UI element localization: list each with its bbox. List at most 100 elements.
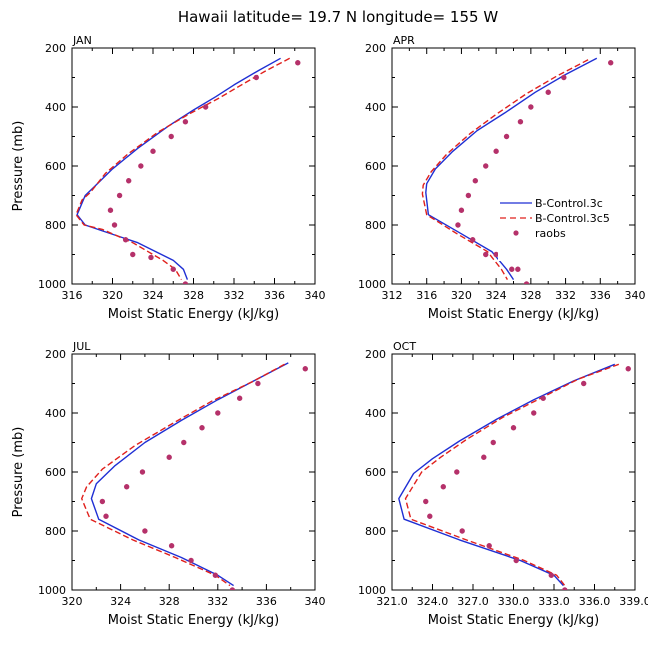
raobs-point-oct — [490, 439, 496, 446]
raobs-point-jul — [236, 395, 243, 401]
x-tick-label-jan: 328 — [183, 289, 204, 302]
panel-label-jul: JUL — [72, 340, 91, 353]
raobs-point-jan — [182, 281, 189, 284]
raobs-point-jul — [229, 587, 236, 590]
y-tick-label-apr: 800 — [365, 219, 386, 232]
legend-label-raobs: raobs — [535, 227, 566, 240]
x-tick-label-oct: 321.0 — [376, 595, 408, 608]
x-tick-label-apr: 332 — [555, 289, 576, 302]
raobs-point-apr — [503, 133, 510, 140]
raobs-point-jan — [168, 133, 174, 140]
raobs-point-apr — [523, 281, 530, 284]
x-tick-label-jul: 320 — [62, 595, 83, 608]
raobs-point-apr — [545, 89, 551, 95]
y-tick-label-oct: 1000 — [358, 584, 386, 597]
raobs-point-apr — [483, 251, 489, 258]
raobs-point-jul — [139, 469, 146, 475]
raobs-point-jan — [253, 74, 259, 81]
raobs-point-oct — [427, 513, 433, 519]
plot-frame-oct — [391, 353, 636, 591]
panel-apr: APR 312 316 320 324 328 332 336 340 200 400 600 800 1… — [358, 34, 646, 322]
panel-jan: JAN 316 320 324 328 332 336 340 200 400 600 800 1000… — [11, 34, 326, 322]
y-tick-label-jul: 200 — [45, 348, 66, 361]
raobs-point-oct — [625, 366, 631, 372]
x-tick-label-jan: 324 — [143, 289, 164, 302]
legend-marker-raobs — [513, 230, 519, 236]
raobs-point-jul — [255, 380, 261, 387]
y-tick-label-apr: 400 — [365, 101, 386, 114]
y-tick-label-oct: 200 — [365, 348, 386, 361]
x-tick-label-jul: 328 — [159, 595, 180, 608]
y-tick-label-jan: 400 — [45, 101, 66, 114]
x-tick-label-oct: 327.0 — [457, 595, 489, 608]
figure-title: Hawaii latitude= 19.7 N longitude= 155 W — [178, 8, 498, 26]
raobs-point-apr — [509, 266, 515, 272]
raobs-point-jan — [122, 237, 129, 243]
raobs-point-oct — [454, 469, 460, 475]
x-axis-label-apr: Moist Static Energy (kJ/kg) — [428, 307, 599, 322]
raobs-point-jul — [103, 513, 109, 519]
y-tick-label-apr: 600 — [365, 160, 386, 173]
legend-label-b-control-3c5: B-Control.3c5 — [535, 212, 610, 225]
x-axis-label-jul: Moist Static Energy (kJ/kg) — [108, 613, 279, 628]
raobs-point-oct — [459, 528, 465, 534]
raobs-point-jul — [188, 557, 194, 564]
y-tick-label-jan: 600 — [45, 160, 66, 173]
raobs-point-jan — [182, 119, 189, 125]
series-line-b-control-3c5-oct — [404, 363, 620, 587]
series-line-b-control-3c5-jul — [80, 363, 285, 587]
x-tick-label-apr: 336 — [590, 289, 611, 302]
x-tick-label-apr: 316 — [416, 289, 437, 302]
raobs-point-oct — [581, 380, 587, 387]
raobs-point-oct — [548, 572, 554, 578]
raobs-point-oct — [540, 395, 546, 401]
raobs-point-jan — [126, 178, 132, 184]
raobs-point-oct — [513, 557, 519, 564]
legend: B-Control.3c B-Control.3c5 raobs — [498, 191, 626, 261]
x-tick-label-oct: 324.0 — [417, 595, 449, 608]
raobs-point-jan — [138, 163, 144, 169]
raobs-point-jul — [199, 425, 205, 431]
raobs-point-apr — [608, 60, 614, 66]
panel-jul: JUL 320 324 328 332 336 340 200 400 600 800 1000 Moi… — [11, 340, 326, 628]
raobs-point-apr — [458, 207, 465, 213]
raobs-point-apr — [561, 74, 567, 81]
y-axis-label-jan: Pressure (mb) — [11, 121, 26, 212]
raobs-point-jul — [302, 366, 308, 372]
raobs-point-apr — [470, 237, 476, 243]
x-tick-label-apr: 324 — [486, 289, 507, 302]
raobs-point-oct — [481, 454, 487, 460]
raobs-point-jan — [148, 254, 154, 261]
y-tick-label-jul: 1000 — [38, 584, 66, 597]
raobs-point-jul — [166, 454, 172, 460]
x-tick-label-jul: 324 — [110, 595, 131, 608]
raobs-point-apr — [517, 119, 524, 125]
x-tick-label-jan: 340 — [305, 289, 326, 302]
x-tick-label-oct: 333.0 — [538, 595, 570, 608]
x-tick-label-oct: 336.0 — [579, 595, 611, 608]
raobs-point-jul — [215, 410, 221, 416]
y-tick-label-oct: 800 — [365, 525, 386, 538]
raobs-point-apr — [455, 222, 461, 228]
y-tick-label-jan: 200 — [45, 42, 66, 55]
panel-label-jan: JAN — [72, 34, 92, 47]
y-tick-label-apr: 1000 — [358, 278, 386, 291]
plot-frame-jan — [71, 47, 316, 285]
raobs-point-apr — [493, 148, 499, 154]
raobs-point-jan — [130, 251, 136, 258]
y-tick-label-jul: 800 — [45, 525, 66, 538]
x-tick-label-jul: 336 — [256, 595, 277, 608]
y-axis-label-jul: Pressure (mb) — [11, 427, 26, 518]
series-line-b-control-3c-oct — [398, 363, 616, 587]
x-tick-label-apr: 320 — [451, 289, 472, 302]
y-tick-label-jul: 600 — [45, 466, 66, 479]
raobs-point-apr — [493, 251, 499, 258]
plot-area-apr — [421, 57, 614, 284]
series-line-b-control-3c-jan — [76, 57, 281, 280]
raobs-point-oct — [440, 484, 446, 490]
y-tick-label-oct: 400 — [365, 407, 386, 420]
raobs-point-oct — [486, 543, 492, 549]
series-line-b-control-3c-jul — [90, 362, 289, 587]
x-axis-label-jan: Moist Static Energy (kJ/kg) — [108, 307, 279, 322]
panel-oct: OCT 321.0 324.0 327.0 330.0 333.0 336.0 339.0 20… — [358, 340, 648, 628]
